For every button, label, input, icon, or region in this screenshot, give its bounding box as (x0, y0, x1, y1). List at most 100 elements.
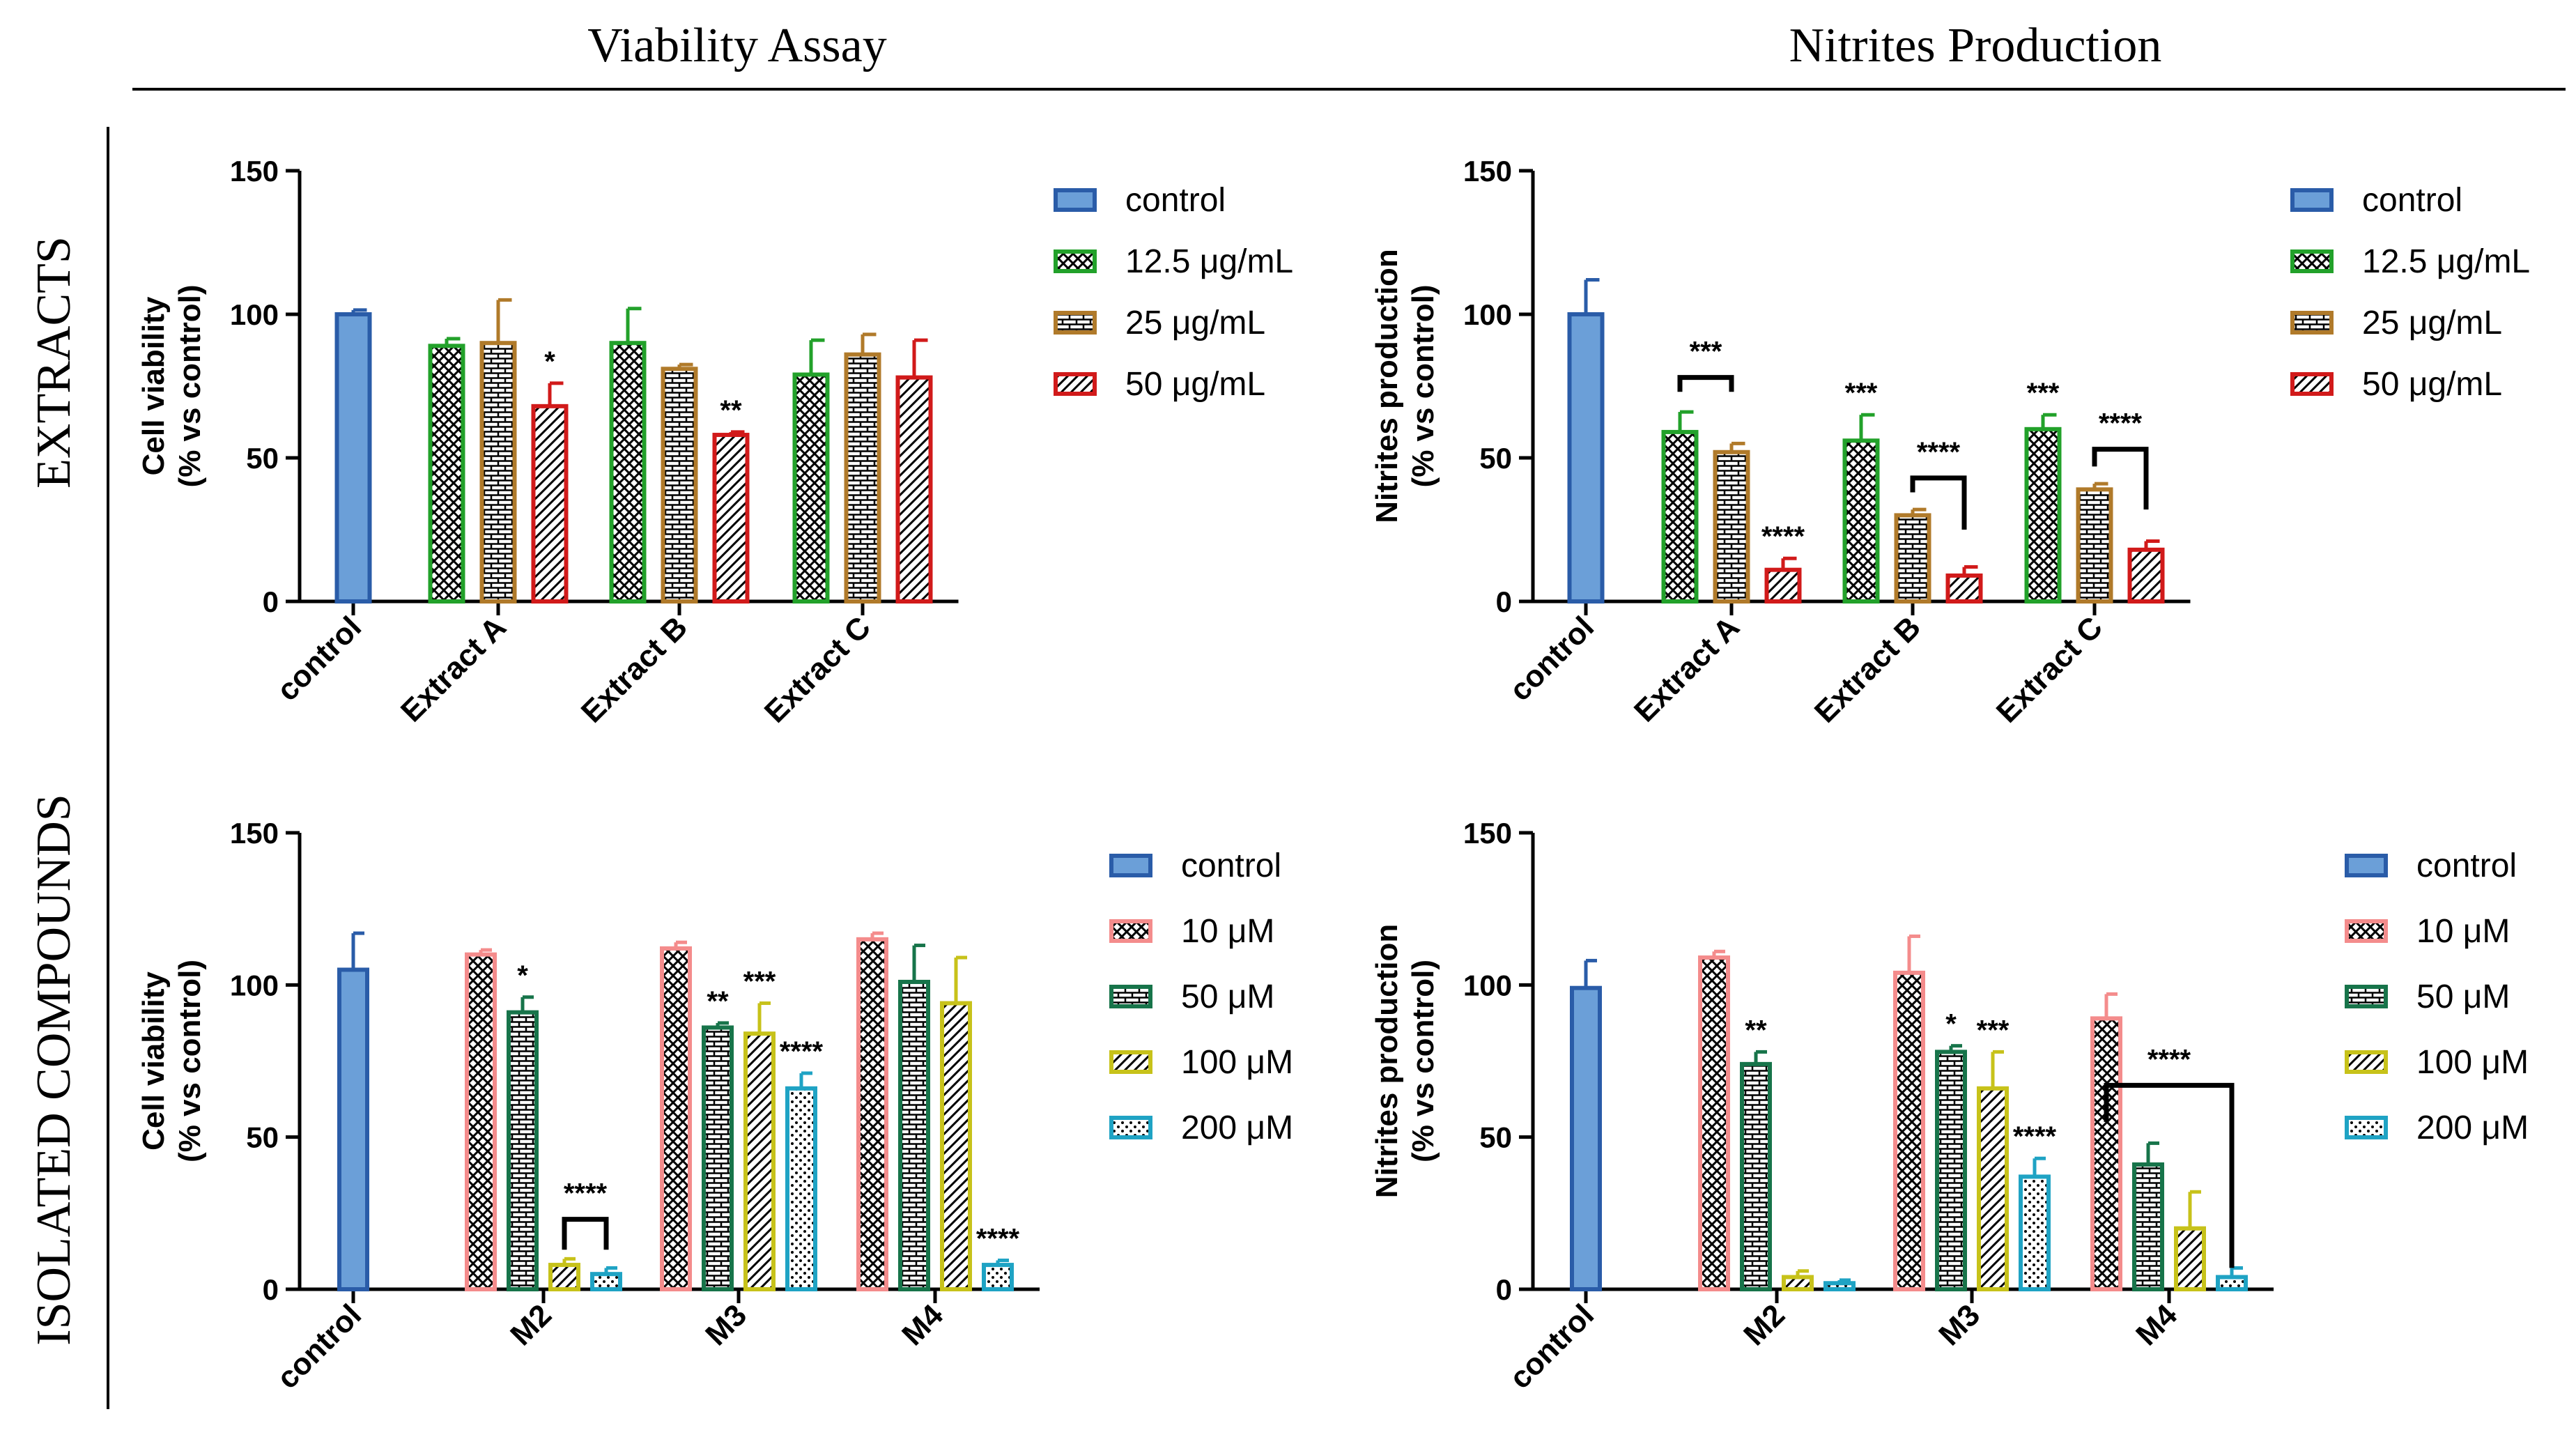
bar (1713, 449, 1750, 604)
bar (548, 1263, 580, 1291)
y-axis-label: Cell viability (137, 971, 171, 1151)
legend-swatch (2290, 372, 2334, 396)
x-tick-label: control (1503, 610, 1601, 707)
legend-label: 100 μM (1181, 1044, 1293, 1081)
legend-swatch (2290, 188, 2334, 212)
legend-swatch (2345, 985, 2388, 1008)
x-tick-label: Extract C (1990, 610, 2109, 729)
y-tick-label: 50 (1479, 442, 1512, 475)
y-tick-label: 50 (1479, 1121, 1512, 1154)
y-tick-label: 0 (1496, 1273, 1512, 1306)
legend-label: 50 μM (2416, 978, 2510, 1015)
legend-label: 100 μM (2416, 1044, 2529, 1081)
y-tick-label: 50 (246, 442, 279, 475)
bar (2127, 547, 2165, 604)
chart-viability-extracts: 0 50 100 150 Cell viability (% vs control) con… (137, 155, 1293, 730)
y-axis-label: (% vs control) (173, 285, 207, 488)
bar (712, 433, 750, 604)
bar (1567, 312, 1605, 604)
legend-swatch (1109, 919, 1152, 943)
x-tick-label: M2 (504, 1298, 558, 1352)
legend-label: 10 μM (1181, 913, 1274, 950)
bar (2174, 1226, 2206, 1291)
legend-label: 50 μg/mL (1125, 366, 1265, 403)
chart-nitrites-compounds: 0 50 100 150 Nitrites production (% vs contro… (1370, 817, 2529, 1396)
bar (2216, 1275, 2248, 1291)
significance-label: *** (1845, 378, 1878, 408)
bar (337, 967, 369, 1291)
y-tick-label: 150 (230, 155, 279, 187)
significance-label: * (517, 960, 528, 991)
legend-label: 25 μg/mL (2362, 305, 2502, 341)
y-tick-label: 150 (1463, 817, 1512, 850)
y-tick-label: 100 (230, 298, 279, 331)
bar (1661, 429, 1699, 604)
x-tick-label: Extract A (394, 610, 513, 728)
x-tick-label: M3 (699, 1298, 753, 1352)
bar (792, 372, 830, 604)
legend-swatch (1109, 1116, 1152, 1139)
bar (856, 937, 888, 1292)
x-tick-label: M2 (1737, 1298, 1791, 1352)
significance-label: *** (2027, 378, 2060, 408)
bar (428, 344, 465, 604)
bar (844, 352, 881, 604)
y-tick-label: 100 (1463, 298, 1512, 331)
bar (531, 404, 569, 604)
bracket-label: **** (1917, 437, 1961, 468)
legend-swatch (2345, 1116, 2388, 1139)
significance-bracket (2104, 1082, 2235, 1268)
legend-swatch (1109, 854, 1152, 877)
bar (334, 312, 372, 604)
x-tick-label: M3 (1932, 1298, 1987, 1352)
bar (1842, 438, 1880, 604)
legend-swatch (1054, 188, 1097, 212)
legend-swatch (2345, 919, 2388, 943)
x-tick-label: M4 (895, 1298, 950, 1352)
bracket-label: **** (2147, 1044, 2191, 1075)
bar (1570, 985, 1602, 1291)
legend-swatch (2290, 249, 2334, 273)
bar (2132, 1162, 2164, 1292)
bar (1945, 573, 1983, 604)
y-tick-label: 150 (1463, 155, 1512, 187)
significance-label: **** (976, 1224, 1020, 1254)
y-tick-label: 100 (1463, 969, 1512, 1001)
x-tick-label: Extract B (1808, 610, 1927, 729)
legend-swatch (1109, 985, 1152, 1008)
x-tick-label: control (270, 1298, 368, 1395)
x-tick-label: M4 (2129, 1298, 2184, 1352)
col-title-viability: Viability Assay (587, 19, 886, 72)
chart-viability-compounds: 0 50 100 150 Cell viability (% vs control) con… (137, 817, 1293, 1396)
bar (507, 1010, 539, 1291)
y-axis-label: Nitrites production (1370, 924, 1404, 1199)
bar (661, 367, 698, 604)
legend-swatch (1109, 1050, 1152, 1074)
bar (1782, 1275, 1814, 1291)
significance-bracket (1677, 375, 1734, 392)
bar (898, 979, 930, 1291)
significance-label: * (544, 346, 555, 377)
significance-label: *** (743, 967, 776, 997)
row-title-extracts: EXTRACTS (27, 236, 81, 489)
y-tick-label: 100 (230, 969, 279, 1001)
x-tick-label: control (270, 610, 368, 707)
legend-label: 10 μM (2416, 913, 2510, 950)
x-tick-label: Extract A (1628, 610, 1746, 728)
x-tick-label: Extract C (758, 610, 877, 729)
significance-bracket (2092, 447, 2149, 510)
bar (1935, 1050, 1967, 1292)
bar (1740, 1061, 1772, 1292)
y-axis-label: (% vs control) (173, 960, 207, 1162)
legend-label: 200 μM (2416, 1109, 2529, 1146)
y-axis-label: Cell viability (137, 296, 171, 475)
bar (2019, 1174, 2051, 1292)
bracket-label: **** (564, 1178, 608, 1209)
legend-swatch (1054, 372, 1097, 396)
legend-label: 50 μg/mL (2362, 366, 2502, 403)
legend-swatch (1054, 311, 1097, 335)
significance-label: **** (780, 1036, 824, 1067)
bar (590, 1272, 622, 1291)
y-tick-label: 0 (1496, 585, 1512, 618)
